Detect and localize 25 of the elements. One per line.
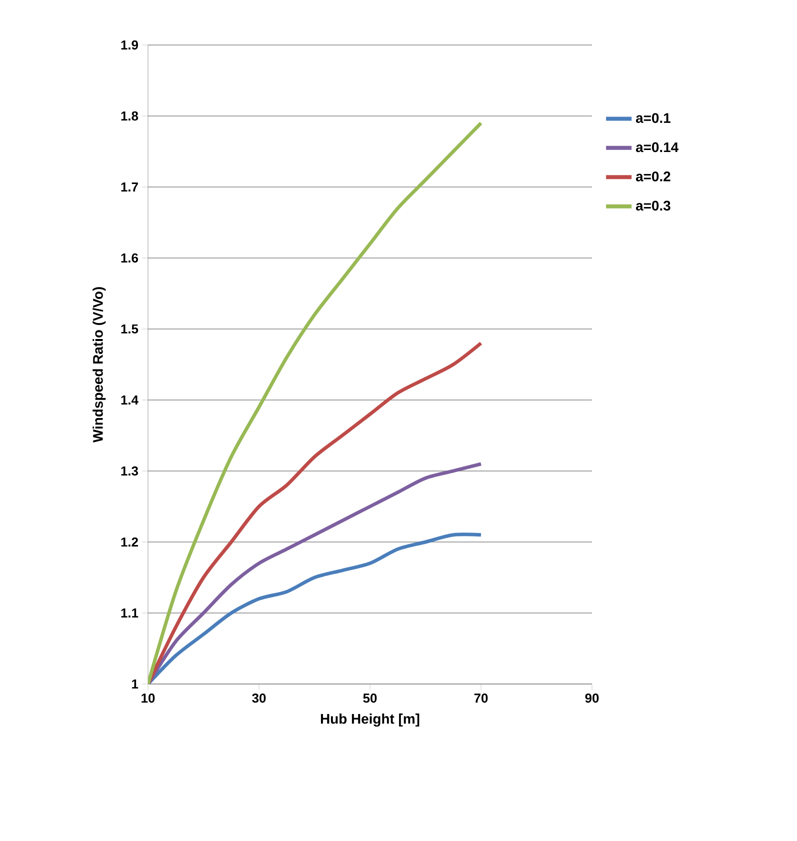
y-tick-label: 1.1 [121,608,138,618]
line-series [148,532,483,684]
line-series [148,462,483,684]
line-series [148,121,483,684]
x-tick-label: 30 [252,694,266,703]
legend-label: a=0.3 [636,200,670,211]
line-series [148,341,483,684]
y-axis-title: Windspeed Ratio (V/Vo) [92,287,106,443]
y-tick-label: 1.6 [121,253,138,263]
y-tick-label: 1.5 [121,324,138,334]
y-tick-label: 1.7 [121,182,138,192]
x-tick-label: 50 [363,694,377,703]
legend-label: a=0.14 [636,142,679,152]
legend-label: a=0.1 [636,113,670,123]
y-tick-label: 1.2 [121,537,138,547]
x-tick-label: 10 [142,694,155,703]
y-tick-label: 1.3 [121,466,138,476]
y-tick-label: 1 [132,680,138,688]
x-tick-label: 90 [585,694,599,703]
y-tick-label: 1.9 [121,40,138,50]
legend-label: a=0.2 [636,172,670,182]
y-tick-label: 1.4 [121,396,138,404]
x-tick-label: 70 [474,694,488,703]
x-axis-title: Hub Height [m] [320,714,420,727]
y-tick-label: 1.8 [121,111,138,121]
